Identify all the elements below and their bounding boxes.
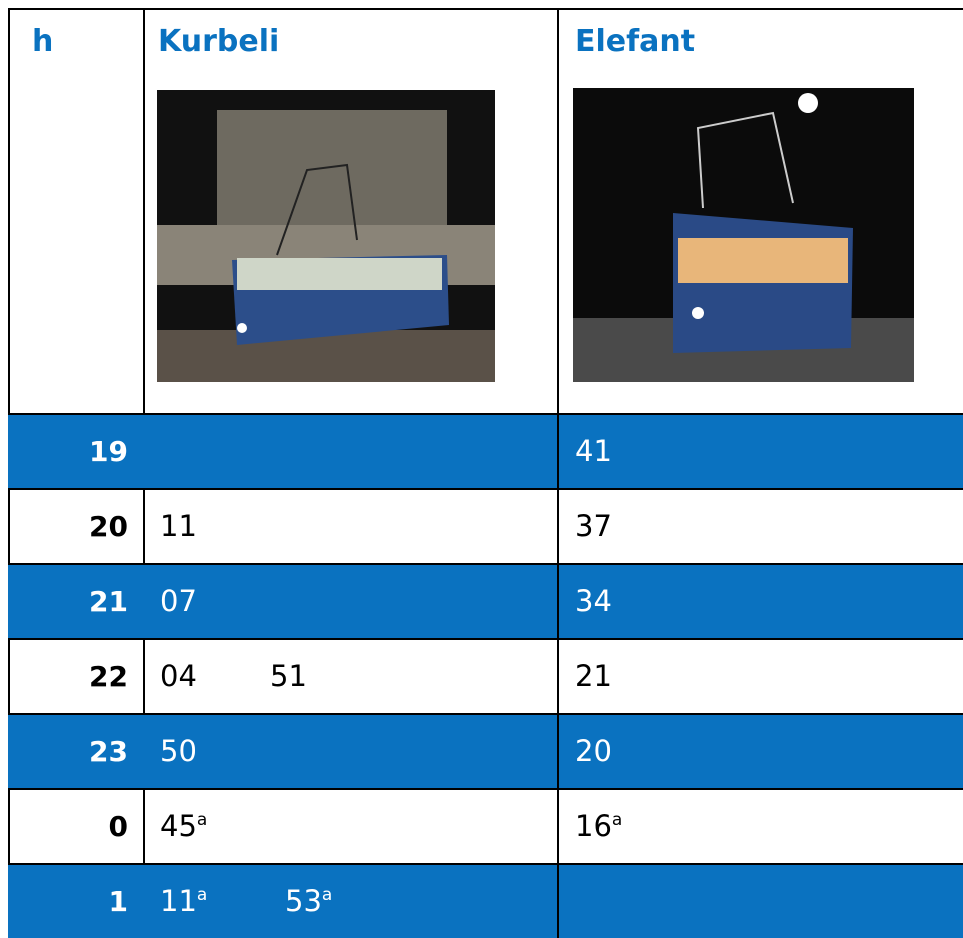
hour: 23: [8, 715, 128, 788]
departure-time: 21: [575, 640, 612, 713]
hour-header: h: [32, 24, 53, 59]
hour: 19: [8, 415, 128, 488]
hour: 1: [8, 865, 128, 938]
minute: 53: [285, 884, 322, 918]
minute: 45: [160, 809, 197, 843]
minute: 11: [160, 509, 197, 543]
departure-time: 53a: [285, 865, 332, 938]
hour: 21: [8, 565, 128, 638]
departure-time: 37: [575, 490, 612, 563]
footnote-mark: a: [197, 885, 207, 905]
hour: 20: [8, 490, 128, 563]
departure-time: 04: [160, 640, 197, 713]
minute: 21: [575, 659, 612, 693]
minute: 37: [575, 509, 612, 543]
departure-time: 16a: [575, 790, 622, 863]
table-row: 20 11 37: [8, 488, 963, 563]
minute: 34: [575, 584, 612, 618]
minute: 41: [575, 434, 612, 468]
table-row: 22 04 51 21: [8, 638, 963, 713]
top-border: [8, 8, 963, 10]
column-header: Elefant: [575, 24, 695, 59]
hour: 22: [8, 640, 128, 713]
footnote-mark: a: [322, 885, 332, 905]
departure-time: 07: [160, 565, 197, 638]
departure-time: 20: [575, 715, 612, 788]
minute: 50: [160, 734, 197, 768]
footnote-mark: a: [612, 810, 622, 830]
table-row: 21 07 34: [8, 563, 963, 638]
departure-time: 45a: [160, 790, 207, 863]
departure-time: 34: [575, 565, 612, 638]
minute: 51: [270, 659, 307, 693]
departure-time: 11a: [160, 865, 207, 938]
minute: 11: [160, 884, 197, 918]
tram-photo: [573, 88, 914, 382]
departure-time: 11: [160, 490, 197, 563]
table-row: 23 50 20: [8, 713, 963, 788]
tram-photo: [157, 90, 495, 382]
hour: 0: [8, 790, 128, 863]
minute: 07: [160, 584, 197, 618]
column-header: Kurbeli: [158, 24, 279, 59]
minute: 20: [575, 734, 612, 768]
footnote-mark: a: [197, 810, 207, 830]
departure-time: 41: [575, 415, 612, 488]
departure-time: 50: [160, 715, 197, 788]
departure-time: 51: [270, 640, 307, 713]
minute: 04: [160, 659, 197, 693]
timetable: h Kurbeli Elefant 1941201137210734220451…: [0, 0, 963, 938]
minute: 16: [575, 809, 612, 843]
col-border: [557, 8, 559, 938]
